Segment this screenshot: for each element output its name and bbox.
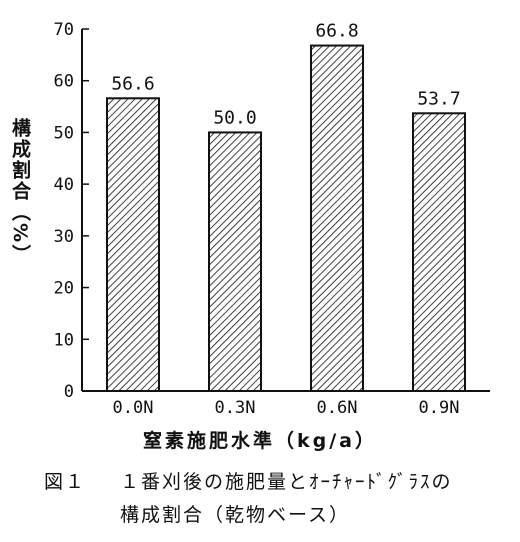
caption-line-2: 構成割合（乾物ベース） <box>120 504 351 526</box>
value-label-0.9N: 53.7 <box>417 88 460 109</box>
y-tick-label-50: 50 <box>54 123 74 143</box>
y-tick-label-30: 30 <box>54 227 74 247</box>
value-label-0.6N: 66.8 <box>315 21 358 42</box>
bar-0.9N <box>412 112 466 393</box>
x-tick-label-0.3N: 0.3N <box>215 398 256 418</box>
figure-caption: 図１ １番刈後の施肥量とｵｰﾁｬｰﾄﾞｸﾞﾗｽの 構成割合（乾物ベース） <box>44 466 514 532</box>
figure-number: 図１ <box>44 471 87 493</box>
axes <box>81 29 490 392</box>
x-axis-label: 窒素施肥水準（kg/a） <box>143 430 377 452</box>
bar-chart: 0 10 20 30 40 50 60 70 56.6 0.0N 50.0 0.3N 66.8 0.6N… <box>54 20 490 418</box>
y-tick-label-70: 70 <box>54 20 74 40</box>
value-label-0.0N: 56.6 <box>111 73 154 94</box>
value-label-0.3N: 50.0 <box>213 107 256 128</box>
bars: 56.6 0.0N 50.0 0.3N 66.8 0.6N 53.7 0.9N <box>106 21 466 418</box>
bar-0.6N <box>310 44 364 392</box>
x-tick-label-0.9N: 0.9N <box>419 398 460 418</box>
y-tick-label-20: 20 <box>54 279 74 299</box>
x-tick-label-0.0N: 0.0N <box>113 398 154 418</box>
y-axis-label: 構成割合（%） <box>9 118 31 266</box>
y-axis: 0 10 20 30 40 50 60 70 <box>54 20 89 402</box>
x-tick-label-0.6N: 0.6N <box>317 398 358 418</box>
caption-line-1: １番刈後の施肥量とｵｰﾁｬｰﾄﾞｸﾞﾗｽの <box>120 471 453 493</box>
y-tick-label-40: 40 <box>54 175 74 195</box>
y-tick-label-60: 60 <box>54 72 74 92</box>
y-tick-label-0: 0 <box>64 382 74 402</box>
bar-0.0N <box>106 97 160 392</box>
bar-0.3N <box>208 131 262 393</box>
y-tick-label-10: 10 <box>54 330 74 350</box>
